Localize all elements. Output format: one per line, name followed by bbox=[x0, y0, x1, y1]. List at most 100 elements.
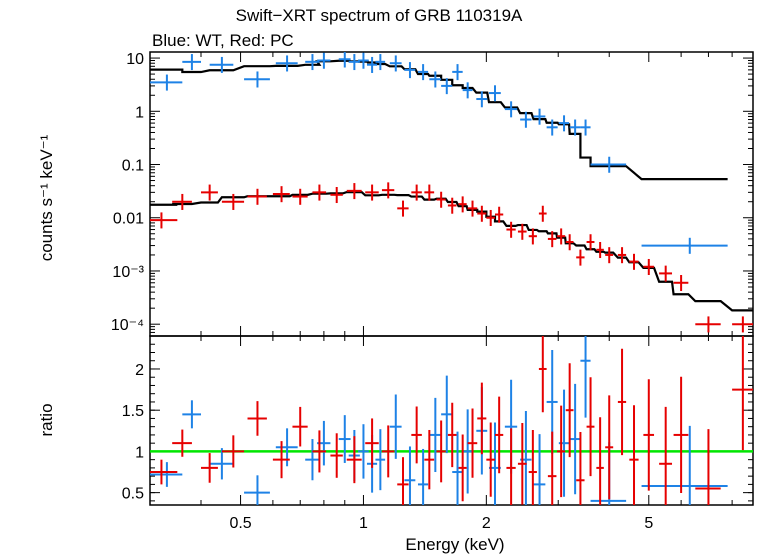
data-point bbox=[150, 74, 183, 91]
data-point bbox=[358, 52, 369, 69]
data-point bbox=[201, 184, 218, 201]
data-point bbox=[538, 205, 547, 222]
data-point bbox=[517, 223, 527, 240]
data-point bbox=[312, 430, 327, 473]
data-point bbox=[596, 417, 604, 505]
data-point bbox=[462, 82, 473, 99]
data-point bbox=[533, 108, 546, 125]
data-point bbox=[629, 253, 639, 270]
data-point bbox=[641, 237, 728, 254]
data-point bbox=[452, 431, 463, 505]
data-point bbox=[569, 119, 581, 136]
y-tick-label: 1 bbox=[135, 104, 144, 121]
data-point bbox=[330, 433, 343, 478]
data-point bbox=[476, 91, 488, 108]
data-point bbox=[338, 52, 351, 68]
y-tick-label: 1 bbox=[135, 444, 144, 461]
data-point bbox=[424, 429, 435, 490]
data-point bbox=[221, 435, 245, 468]
data-point bbox=[244, 475, 270, 505]
data-point bbox=[209, 448, 234, 480]
data-point bbox=[643, 258, 655, 275]
data-point bbox=[488, 85, 501, 102]
data-point bbox=[520, 111, 532, 128]
model-line-wt bbox=[150, 59, 728, 181]
data-point bbox=[150, 462, 183, 487]
data-point bbox=[586, 377, 595, 477]
data-point bbox=[452, 64, 463, 81]
data-point bbox=[272, 441, 290, 479]
data-point bbox=[673, 274, 689, 292]
data-point bbox=[533, 434, 546, 505]
data-point bbox=[605, 247, 614, 264]
data-point bbox=[546, 119, 558, 136]
data-point bbox=[247, 188, 267, 205]
data-point bbox=[375, 54, 386, 71]
x-tick-label: 2 bbox=[482, 515, 491, 532]
data-point bbox=[338, 415, 351, 463]
data-point bbox=[477, 205, 487, 222]
data-point bbox=[569, 383, 581, 495]
data-point bbox=[486, 422, 495, 497]
data-point bbox=[605, 395, 614, 500]
data-point bbox=[358, 424, 369, 479]
data-point bbox=[458, 196, 467, 213]
data-point bbox=[397, 457, 409, 505]
data-point bbox=[244, 71, 270, 88]
data-point bbox=[547, 431, 557, 505]
data-point bbox=[436, 420, 446, 483]
data-point bbox=[504, 101, 518, 118]
ratio-frame bbox=[149, 335, 754, 506]
data-point bbox=[247, 401, 267, 436]
spectrum-panel: 10 1 0.1 0.01 10⁻³ 10⁻⁴ bbox=[111, 51, 754, 505]
y-tick-label: 10 bbox=[126, 51, 144, 68]
data-point bbox=[381, 182, 395, 199]
data-point bbox=[565, 363, 574, 458]
spectrum-frame bbox=[149, 51, 754, 337]
data-point bbox=[538, 336, 547, 413]
y-tick-label: 1.5 bbox=[122, 403, 144, 420]
data-point bbox=[365, 418, 379, 468]
data-point bbox=[417, 448, 429, 505]
data-point bbox=[346, 183, 362, 200]
data-point bbox=[404, 446, 416, 505]
data-point bbox=[417, 64, 429, 81]
data-point bbox=[528, 429, 537, 505]
data-point bbox=[375, 429, 386, 491]
y-tick-label: 2 bbox=[135, 362, 144, 379]
data-point bbox=[305, 54, 320, 71]
data-point bbox=[557, 228, 566, 245]
data-point bbox=[462, 409, 473, 494]
data-point bbox=[221, 193, 245, 210]
y-axis-title-spectrum: counts s⁻¹ keV⁻¹ bbox=[37, 134, 56, 261]
data-point bbox=[547, 231, 557, 248]
data-point bbox=[411, 406, 422, 464]
data-point bbox=[486, 209, 495, 226]
data-point bbox=[617, 348, 627, 456]
data-point bbox=[436, 191, 446, 208]
data-point bbox=[182, 400, 202, 429]
y-tick-label: 0.01 bbox=[113, 211, 144, 228]
y-tick-label: 10⁻⁴ bbox=[111, 317, 144, 334]
x-tick-label: 5 bbox=[644, 515, 653, 532]
data-point bbox=[576, 432, 585, 505]
data-point bbox=[150, 459, 178, 485]
data-point bbox=[292, 406, 308, 447]
ratio-panel: 0.5 1 2 5 0.5 1 1.5 2 bbox=[122, 335, 754, 532]
data-point bbox=[272, 186, 290, 203]
y-tick-label: 10⁻³ bbox=[112, 264, 144, 281]
y-axis-title-ratio: ratio bbox=[37, 403, 56, 436]
data-point bbox=[558, 115, 570, 132]
x-tick-label: 0.5 bbox=[229, 515, 251, 532]
chart-subtitle: Blue: WT, Red: PC bbox=[152, 31, 294, 50]
data-point bbox=[397, 200, 409, 217]
data-point bbox=[506, 428, 516, 505]
data-point bbox=[172, 429, 192, 457]
data-point bbox=[317, 52, 331, 69]
data-point bbox=[580, 336, 591, 418]
data-point bbox=[528, 228, 537, 245]
data-point bbox=[429, 71, 442, 88]
y-tick-label: 0.1 bbox=[122, 158, 144, 175]
data-point bbox=[447, 197, 457, 214]
